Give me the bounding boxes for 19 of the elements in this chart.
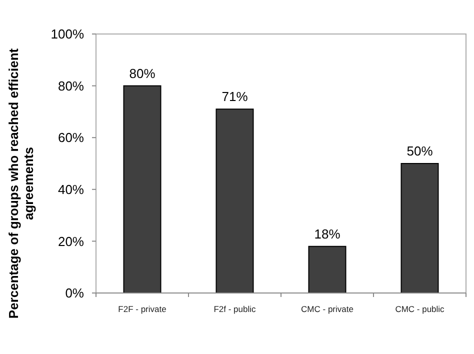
data-label: 18% bbox=[314, 226, 341, 242]
y-tick-label: 20% bbox=[58, 234, 84, 249]
y-tick-label: 40% bbox=[58, 182, 84, 197]
y-tick-label: 100% bbox=[50, 26, 84, 42]
y-tick-label: 80% bbox=[58, 78, 84, 94]
data-label: 80% bbox=[129, 66, 156, 81]
x-tick-label: CMC - private bbox=[301, 304, 354, 314]
y-axis-title: Percentage of groups who reached efficient agreements bbox=[6, 48, 36, 319]
y-tick-label: 0% bbox=[65, 286, 84, 301]
x-tick-label: CMC - public bbox=[395, 304, 446, 314]
x-tick-label: F2F - private bbox=[118, 304, 167, 314]
bar bbox=[216, 108, 254, 294]
data-label: 50% bbox=[406, 144, 434, 158]
data-label: 71% bbox=[222, 89, 248, 104]
bar bbox=[308, 246, 346, 294]
bar bbox=[400, 163, 439, 294]
x-tick-label: F2f - public bbox=[214, 304, 257, 314]
bar bbox=[123, 85, 162, 294]
y-tick-label: 60% bbox=[58, 130, 84, 146]
